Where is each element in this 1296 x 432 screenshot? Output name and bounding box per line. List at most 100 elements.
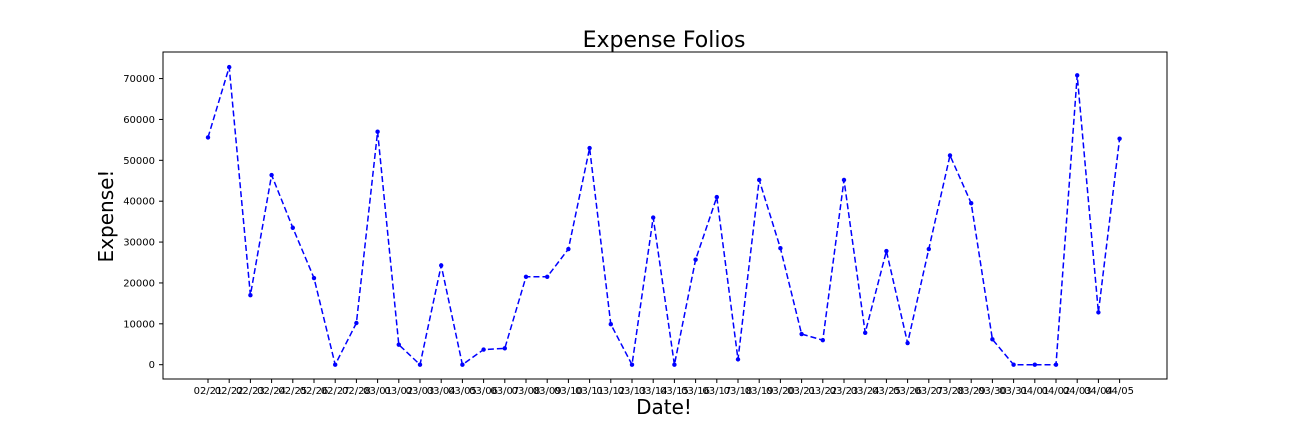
data-point (523, 274, 529, 280)
y-tick-label: 10000 (123, 319, 155, 330)
x-tick-label: 03/21 (787, 386, 816, 397)
data-point (1011, 362, 1016, 367)
data-point (693, 257, 698, 262)
x-tick-label: 03/11 (575, 386, 604, 397)
x-tick-label: 03/25 (872, 386, 901, 397)
y-tick-label: 0 (149, 360, 155, 371)
data-point (1075, 73, 1080, 78)
data-point (651, 215, 656, 220)
data-point (248, 293, 253, 298)
x-tick-label: 03/19 (745, 386, 774, 397)
x-tick-label: 03/15 (660, 386, 689, 397)
x-tick-label: 03/17 (702, 386, 731, 397)
data-point (629, 362, 635, 367)
data-point (841, 177, 847, 183)
data-point (587, 145, 592, 151)
y-tick-label: 60000 (123, 115, 155, 126)
series-layer (205, 64, 1122, 367)
data-point (460, 362, 465, 367)
x-tick-label: 03/22 (808, 386, 837, 397)
x-axis-label: Date! (636, 395, 692, 419)
x-tick-label: 02/25 (278, 386, 307, 397)
data-point (290, 225, 295, 230)
data-point (608, 322, 613, 327)
x-tick-label: 04/03 (1063, 386, 1092, 397)
x-axis: 02/2102/2202/2302/2402/2502/2602/2702/28… (194, 379, 1134, 397)
x-tick-label: 02/27 (321, 386, 350, 397)
data-point (375, 129, 380, 134)
x-tick-label: 03/16 (681, 386, 710, 397)
plot-area (162, 51, 1168, 380)
x-tick-label: 03/09 (533, 386, 562, 397)
x-tick-label: 04/04 (1084, 386, 1113, 397)
x-tick-label: 03/10 (554, 386, 583, 397)
x-tick-label: 03/23 (830, 386, 859, 397)
y-tick-label: 30000 (123, 238, 155, 249)
data-point (566, 246, 571, 252)
x-tick-label: 02/22 (215, 386, 244, 397)
data-point (439, 263, 444, 268)
data-point (672, 362, 677, 367)
data-point (714, 194, 719, 200)
data-point (735, 357, 741, 362)
x-tick-label: 03/08 (512, 386, 541, 397)
x-tick-label: 04/05 (1105, 386, 1134, 397)
data-point (799, 331, 804, 337)
x-tick-label: 03/06 (469, 386, 498, 397)
x-tick-label: 03/13 (618, 386, 647, 397)
x-tick-label: 04/01 (1020, 386, 1049, 397)
x-tick-label: 03/05 (448, 386, 477, 397)
x-tick-label: 02/28 (342, 386, 371, 397)
x-tick-label: 03/24 (851, 386, 880, 397)
y-tick-label: 20000 (123, 278, 155, 289)
data-point (502, 346, 507, 351)
data-point (354, 320, 359, 326)
data-point (905, 340, 910, 346)
data-point (926, 246, 931, 252)
x-tick-label: 03/20 (766, 386, 795, 397)
data-point (205, 135, 211, 140)
x-tick-label: 03/27 (914, 386, 943, 397)
x-tick-label: 03/26 (893, 386, 922, 397)
x-tick-label: 04/02 (1042, 386, 1071, 397)
data-point (396, 342, 401, 347)
x-tick-label: 02/24 (257, 386, 286, 397)
x-tick-label: 02/21 (194, 386, 223, 397)
data-point (1053, 362, 1059, 367)
x-tick-label: 03/31 (999, 386, 1028, 397)
data-point (545, 274, 550, 280)
y-tick-label: 70000 (123, 74, 155, 85)
data-point (269, 172, 274, 178)
data-point (311, 275, 317, 281)
data-point (863, 330, 868, 336)
data-point (969, 201, 974, 206)
x-tick-label: 03/29 (957, 386, 986, 397)
series-line (207, 66, 1121, 366)
data-point (227, 64, 232, 70)
x-tick-label: 02/23 (236, 386, 265, 397)
data-point (1032, 362, 1038, 367)
y-tick-label: 40000 (123, 197, 155, 208)
data-point (884, 248, 889, 254)
x-tick-label: 03/12 (596, 386, 625, 397)
x-tick-label: 03/14 (639, 386, 668, 397)
data-point (417, 362, 423, 367)
data-point (820, 337, 825, 343)
x-tick-label: 03/02 (384, 386, 413, 397)
x-tick-label: 03/04 (427, 386, 456, 397)
x-tick-label: 03/28 (936, 386, 965, 397)
x-tick-label: 03/07 (490, 386, 519, 397)
data-point (778, 246, 783, 251)
data-point (1117, 136, 1122, 141)
data-point (1096, 310, 1101, 315)
data-point (757, 177, 762, 183)
data-point (481, 347, 486, 352)
x-tick-label: 03/03 (406, 386, 435, 397)
data-point (990, 337, 995, 342)
x-tick-label: 03/01 (363, 386, 392, 397)
y-tick-label: 50000 (123, 156, 155, 167)
x-tick-label: 03/18 (724, 386, 753, 397)
x-tick-label: 02/26 (300, 386, 329, 397)
